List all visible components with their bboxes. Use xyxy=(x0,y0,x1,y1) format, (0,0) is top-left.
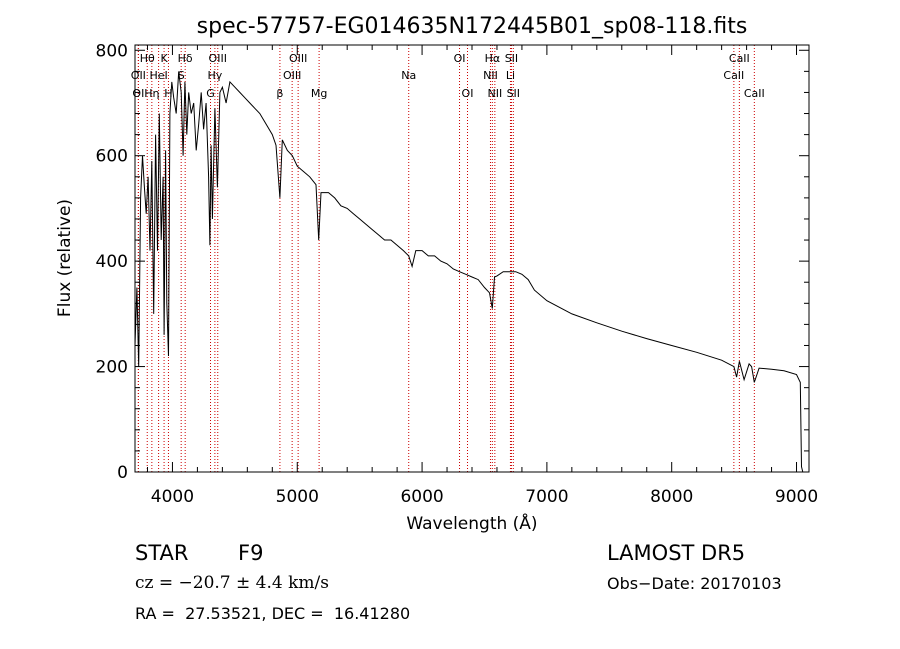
y-tick-label: 400 xyxy=(96,252,128,272)
line-marker-label: G xyxy=(206,87,215,100)
y-tick-label: 200 xyxy=(96,358,128,378)
line-marker-label: Hθ xyxy=(140,52,155,65)
line-marker-label: Hη xyxy=(144,87,159,100)
chart-title: spec-57757-EG014635N172445B01_sp08-118.f… xyxy=(197,14,748,39)
x-tick-label: 8000 xyxy=(650,487,693,507)
line-marker-label: S xyxy=(178,69,185,82)
redshift-value: cz = −20.7 ± 4.4 km/s xyxy=(135,573,329,593)
line-marker-label: OI xyxy=(462,87,474,100)
survey-name: LAMOST DR5 xyxy=(607,541,746,565)
spectrum-line xyxy=(134,71,804,473)
line-marker-label: K xyxy=(160,52,168,65)
x-axis-label: Wavelength (Å) xyxy=(406,512,537,534)
line-marker-label: H xyxy=(164,87,172,100)
line-marker-label: CaII xyxy=(723,69,744,82)
line-marker-label: OI xyxy=(132,87,144,100)
line-marker-label: Na xyxy=(401,69,416,82)
x-tick-label: 9000 xyxy=(775,487,818,507)
line-marker-label: OIII xyxy=(209,52,227,65)
line-marker-label: Hδ xyxy=(178,52,193,65)
line-marker-label: HeI xyxy=(149,69,167,82)
spectral-line-markers xyxy=(137,45,755,472)
line-marker-label: OIII xyxy=(289,52,307,65)
x-tick-label: 6000 xyxy=(400,487,443,507)
line-marker-label: SII xyxy=(505,52,518,65)
x-tick-label: 5000 xyxy=(276,487,319,507)
line-marker-label: Mg xyxy=(311,87,327,100)
plot-frame xyxy=(134,44,810,473)
y-tick-label: 0 xyxy=(117,463,128,483)
y-tick-label: 600 xyxy=(96,147,128,167)
line-marker-label: Hα xyxy=(485,52,501,65)
line-marker-label: CaII xyxy=(729,52,750,65)
x-axis-ticks: 4000 5000 6000 7000 8000 9000 xyxy=(146,45,818,507)
line-marker-label: Hγ xyxy=(207,69,222,82)
object-type: STAR xyxy=(135,541,189,565)
line-marker-label: OI xyxy=(454,52,466,65)
line-marker-label: SII xyxy=(507,87,520,100)
coordinates: RA = 27.53521, DEC = 16.41280 xyxy=(135,604,411,623)
line-marker-label: β xyxy=(276,87,283,100)
x-tick-label: 7000 xyxy=(525,487,568,507)
line-marker-label: NII xyxy=(483,69,498,82)
line-marker-label: OIII xyxy=(283,69,301,82)
spectral-subclass: F9 xyxy=(238,541,264,565)
x-tick-label: 4000 xyxy=(151,487,194,507)
y-axis-ticks: 0 200 400 600 800 xyxy=(96,41,809,483)
y-tick-label: 800 xyxy=(96,41,128,61)
observation-date: Obs−Date: 20170103 xyxy=(607,574,782,593)
line-marker-label: Li xyxy=(506,69,515,82)
y-axis-label: Flux (relative) xyxy=(55,199,75,317)
line-marker-label: NII xyxy=(487,87,502,100)
line-marker-label: CaII xyxy=(744,87,765,100)
